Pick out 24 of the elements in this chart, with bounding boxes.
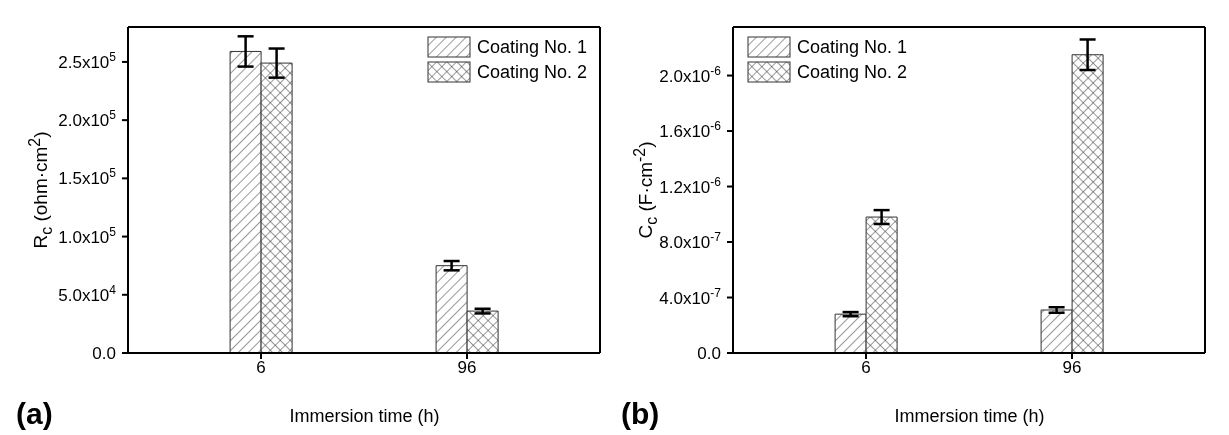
y-tick-label: 0.0 <box>92 344 116 363</box>
y-tick-label: 2.0x10$^{5}$ <box>58 108 117 131</box>
y-tick-label: 1.6x10$^{-6}$ <box>659 119 722 142</box>
legend-label: Coating No. 2 <box>797 61 908 83</box>
x-axis-title: Immersion time (h) <box>893 406 1046 427</box>
legend-label: Coating No. 1 <box>476 36 587 58</box>
x-tick-label: 96 <box>457 358 477 378</box>
y-tick-label: 8.0x10$^{-7}$ <box>659 230 722 253</box>
x-axis-title: Immersion time (h) <box>288 406 441 427</box>
y-tick-label: 1.5x10$^{5}$ <box>58 166 117 189</box>
y-tick-label: 2.5x10$^{5}$ <box>58 49 117 72</box>
x-tick-label: 6 <box>861 358 871 378</box>
text: (a) <box>16 397 53 431</box>
y-tick-label: 2.0x10$^{-6}$ <box>659 63 722 86</box>
y-tick-label: 1.0x10$^{5}$ <box>58 224 117 247</box>
x-tick-label: 96 <box>1062 358 1082 378</box>
y-tick-label: 1.2x10$^{-6}$ <box>659 174 722 197</box>
y-tick-label: 0.0 <box>697 344 721 363</box>
legend-label: Coating No. 1 <box>797 36 908 58</box>
y-tick-label: 5.0x10$^{4}$ <box>58 282 117 305</box>
x-tick-label: 6 <box>256 358 266 378</box>
y-tick-label: 4.0x10$^{-7}$ <box>659 285 722 308</box>
legend-label: Coating No. 2 <box>476 61 587 83</box>
text: (b) <box>621 397 660 431</box>
